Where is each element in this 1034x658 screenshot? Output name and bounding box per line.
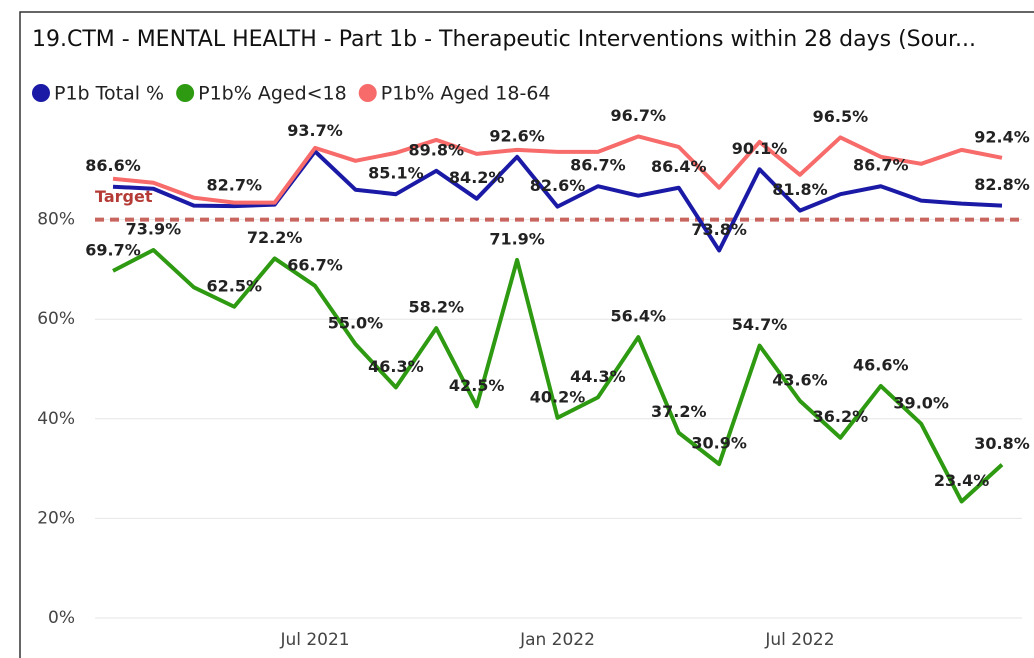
x-tick-label: Jul 2022 bbox=[764, 630, 834, 650]
data-label: 58.2% bbox=[409, 298, 465, 317]
data-label: 84.2% bbox=[449, 168, 505, 187]
data-label: 85.1% bbox=[368, 164, 424, 183]
x-tick-label: Jul 2021 bbox=[279, 630, 349, 650]
data-label: 56.4% bbox=[611, 307, 667, 326]
data-label: 62.5% bbox=[206, 276, 262, 295]
y-tick-label: 60% bbox=[37, 309, 75, 329]
data-label: 43.6% bbox=[772, 370, 828, 389]
visual-border bbox=[19, 11, 1034, 658]
data-label: 89.8% bbox=[409, 140, 465, 159]
chart-title: 19.CTM - MENTAL HEALTH - Part 1b - Thera… bbox=[32, 27, 976, 52]
legend-marker bbox=[32, 84, 50, 102]
data-label: 96.5% bbox=[813, 107, 869, 126]
data-label: 82.7% bbox=[206, 176, 262, 195]
legend-label: P1b% Aged<18 bbox=[198, 83, 347, 105]
data-label: 39.0% bbox=[893, 393, 949, 412]
data-label: 72.2% bbox=[247, 228, 303, 247]
data-label: 37.2% bbox=[651, 402, 707, 421]
data-label: 36.2% bbox=[813, 407, 869, 426]
data-label: 82.6% bbox=[530, 176, 586, 195]
data-label: 69.7% bbox=[85, 240, 141, 259]
target-label: Target bbox=[95, 187, 153, 206]
data-label: 86.7% bbox=[853, 156, 909, 175]
data-label: 30.8% bbox=[974, 434, 1030, 453]
data-label: 92.4% bbox=[974, 127, 1030, 146]
data-label: 73.9% bbox=[126, 219, 182, 238]
data-label: 54.7% bbox=[732, 315, 788, 334]
data-label: 44.3% bbox=[570, 367, 626, 386]
data-label: 81.8% bbox=[772, 180, 828, 199]
data-label: 71.9% bbox=[489, 229, 545, 248]
series-line bbox=[112, 149, 1003, 253]
legend-label: P1b Total % bbox=[54, 83, 164, 105]
data-label: 30.9% bbox=[691, 434, 747, 453]
data-label: 42.5% bbox=[449, 376, 505, 395]
x-tick-label: Jan 2022 bbox=[519, 630, 595, 650]
data-label: 73.8% bbox=[691, 220, 747, 239]
data-label: 86.4% bbox=[651, 157, 707, 176]
data-label: 96.7% bbox=[611, 106, 667, 125]
data-label: 93.7% bbox=[287, 121, 343, 140]
y-tick-label: 0% bbox=[48, 608, 75, 628]
data-label: 92.6% bbox=[489, 126, 545, 145]
data-label: 86.6% bbox=[85, 156, 141, 175]
data-label: 23.4% bbox=[934, 471, 990, 490]
legend-label: P1b% Aged 18-64 bbox=[381, 83, 551, 105]
data-label: 55.0% bbox=[328, 314, 384, 333]
series-line bbox=[112, 134, 1003, 205]
y-tick-label: 20% bbox=[37, 508, 75, 528]
series-line bbox=[112, 247, 1004, 504]
y-tick-label: 40% bbox=[37, 409, 75, 429]
data-label: 46.3% bbox=[368, 357, 424, 376]
legend-marker bbox=[176, 84, 195, 102]
data-label: 46.6% bbox=[853, 355, 909, 374]
data-label: 66.7% bbox=[287, 255, 343, 274]
y-tick-label: 80% bbox=[37, 210, 75, 230]
data-label: 90.1% bbox=[732, 139, 788, 158]
legend-marker bbox=[358, 84, 377, 102]
data-label: 40.2% bbox=[530, 387, 586, 406]
data-label: 82.8% bbox=[974, 175, 1030, 194]
data-label: 86.7% bbox=[570, 156, 626, 175]
